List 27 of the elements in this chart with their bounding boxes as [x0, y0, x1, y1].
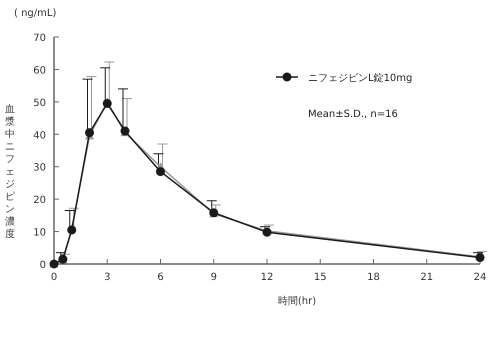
point [102, 98, 112, 108]
y-tick-label: 50 [33, 98, 46, 109]
x-tick-label: 3 [104, 272, 110, 283]
y-tick-label: 70 [33, 33, 46, 44]
x-axis-title: 時間(hr) [278, 295, 316, 307]
annotation: Mean±S.D., n=16 [308, 109, 398, 120]
x-tick-label: 21 [420, 272, 434, 283]
text: ( ng/mL) [14, 8, 56, 19]
y-tick-label: 10 [33, 228, 46, 239]
legend-label: ニフェジピンL錠10mg [308, 73, 412, 84]
y-tick-label: 60 [33, 65, 46, 76]
legend: ニフェジピンL錠10mg Mean±S.D., n=16 [276, 72, 412, 120]
point [262, 228, 272, 237]
y-tick-label: 0 [40, 260, 46, 271]
text: 血漿中ニフェジピン濃度 [5, 104, 15, 240]
point [156, 167, 165, 176]
x-tick-label: 6 [157, 272, 164, 283]
x-tick-label: 9 [210, 272, 217, 283]
y-tick-label: 40 [33, 130, 46, 142]
y-tick-label: 20 [33, 195, 46, 206]
point [85, 128, 94, 138]
x-tick-label: 12 [260, 272, 274, 283]
x-tick-label: 15 [314, 272, 327, 283]
x-tick-label: 18 [367, 272, 380, 283]
y-tick-label: 30 [33, 162, 46, 174]
x-tick-label: 0 [50, 272, 58, 283]
x-tick-label: 24 [474, 272, 486, 283]
